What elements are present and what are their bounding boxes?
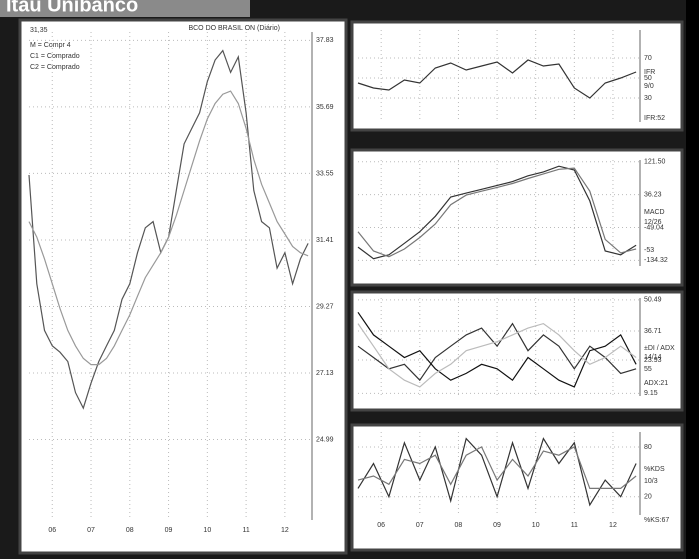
- annotation: -53: [644, 247, 654, 254]
- y-tick-label: -134.32: [644, 257, 668, 264]
- annotation: IFR: [644, 69, 655, 76]
- x-tick-label: 07: [416, 522, 424, 529]
- annotation: 10/3: [644, 478, 658, 485]
- y-tick-label: 36.23: [644, 191, 662, 198]
- series-line: [357, 59, 637, 99]
- annotation: C2 = Comprado: [30, 64, 80, 71]
- series-line: [357, 311, 637, 388]
- panel: [350, 148, 684, 287]
- annotation: 9/0: [644, 83, 654, 90]
- x-tick-label: 11: [242, 527, 249, 534]
- series-line: [357, 167, 637, 258]
- y-tick-label: 37.83: [316, 37, 334, 44]
- annotation: MACD: [644, 209, 665, 216]
- y-tick-label: 23.93: [644, 357, 662, 364]
- panel: [350, 290, 684, 412]
- annotation: C1 = Comprado: [30, 53, 80, 60]
- annotation: IFR:52: [644, 115, 665, 122]
- y-tick-label: 31.41: [316, 237, 334, 244]
- series-line: [357, 322, 637, 382]
- x-tick-label: 06: [48, 527, 56, 534]
- x-tick-label: 08: [126, 527, 134, 534]
- series-line: [357, 446, 637, 489]
- panel: [350, 20, 684, 132]
- y-tick-label: 33.55: [316, 170, 334, 177]
- x-tick-label: 10: [203, 527, 211, 534]
- x-tick-label: 10: [532, 522, 540, 529]
- y-tick-label: -49.04: [644, 224, 664, 231]
- series-line: [357, 437, 637, 507]
- annotation: 31,35: [30, 27, 48, 34]
- y-tick-label: 121.50: [644, 159, 666, 166]
- panel: [350, 423, 684, 552]
- series-line: [357, 322, 637, 388]
- panel: [18, 18, 348, 555]
- y-tick-label: 50: [644, 75, 652, 82]
- x-tick-label: 12: [281, 527, 289, 534]
- chart-title: BCO DO BRASIL ON (Diário): [188, 25, 280, 32]
- y-tick-label: 20: [644, 494, 652, 501]
- y-tick-label: 80: [644, 444, 652, 451]
- y-tick-label: 27.13: [316, 370, 334, 377]
- x-tick-label: 12: [609, 522, 617, 529]
- x-tick-label: 09: [165, 527, 173, 534]
- y-tick-label: 36.71: [644, 328, 662, 335]
- y-tick-label: 29.27: [316, 303, 334, 310]
- y-tick-label: 50.49: [644, 297, 662, 304]
- header-band: [0, 0, 250, 17]
- y-tick-label: 30: [644, 95, 652, 102]
- annotation: 55: [644, 366, 652, 373]
- x-tick-label: 09: [493, 522, 501, 529]
- x-tick-label: 11: [571, 522, 578, 529]
- y-tick-label: 24.99: [316, 436, 334, 443]
- annotation: ADX:21: [644, 380, 668, 387]
- annotation: ±DI / ADX: [644, 345, 675, 352]
- x-tick-label: 07: [87, 527, 95, 534]
- series-line: [357, 165, 637, 260]
- annotation: M = Compr 4: [30, 42, 71, 49]
- annotation: %KDS: [644, 466, 665, 473]
- y-tick-label: 9.15: [644, 390, 658, 397]
- x-tick-label: 08: [455, 522, 463, 529]
- y-tick-label: 35.69: [316, 104, 334, 111]
- y-tick-label: 70: [644, 55, 652, 62]
- annotation: 12/26: [644, 219, 662, 226]
- header-title: Itaú Unibanco: [6, 0, 138, 16]
- right-edge: [686, 0, 699, 559]
- x-tick-label: 06: [377, 522, 385, 529]
- annotation: %KS:67: [644, 517, 669, 524]
- series-line: [28, 90, 309, 366]
- annotation: 14/14: [644, 354, 662, 361]
